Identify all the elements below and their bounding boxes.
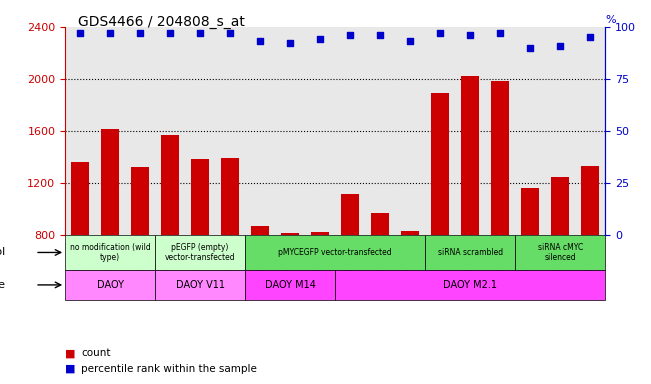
Text: pEGFP (empty)
vector-transfected: pEGFP (empty) vector-transfected	[165, 243, 236, 262]
Point	[315, 36, 326, 42]
Text: pMYCEGFP vector-transfected: pMYCEGFP vector-transfected	[279, 248, 392, 257]
FancyBboxPatch shape	[245, 270, 335, 300]
Bar	[281, 233, 299, 338]
FancyBboxPatch shape	[335, 270, 605, 300]
Bar	[521, 188, 540, 338]
Bar	[251, 225, 270, 338]
Bar	[161, 135, 179, 338]
Point	[555, 43, 566, 49]
Text: siRNA scrambled: siRNA scrambled	[437, 248, 503, 257]
Text: ■: ■	[65, 364, 76, 374]
Point	[585, 34, 596, 40]
Point	[525, 45, 536, 51]
Bar	[432, 93, 449, 338]
Point	[465, 32, 475, 38]
Point	[105, 30, 115, 36]
FancyBboxPatch shape	[65, 235, 155, 270]
Text: ■: ■	[65, 348, 76, 358]
Bar	[492, 81, 509, 338]
Point	[75, 30, 85, 36]
Bar	[581, 166, 600, 338]
Point	[405, 38, 415, 45]
Bar	[191, 159, 209, 338]
Text: DAOY M2.1: DAOY M2.1	[443, 280, 497, 290]
Point	[435, 30, 445, 36]
Bar	[221, 158, 239, 338]
Bar	[462, 76, 479, 338]
FancyBboxPatch shape	[155, 270, 245, 300]
Point	[255, 38, 266, 45]
Text: no modification (wild
type): no modification (wild type)	[70, 243, 150, 262]
Text: protocol: protocol	[0, 247, 5, 257]
Bar	[401, 231, 419, 338]
Text: GDS4466 / 204808_s_at: GDS4466 / 204808_s_at	[78, 15, 245, 29]
Bar	[131, 167, 149, 338]
Bar	[71, 162, 89, 338]
Bar	[371, 212, 389, 338]
Bar	[341, 194, 359, 338]
Point	[285, 40, 296, 46]
Text: DAOY M14: DAOY M14	[265, 280, 316, 290]
Text: percentile rank within the sample: percentile rank within the sample	[81, 364, 257, 374]
Text: cell line: cell line	[0, 280, 5, 290]
FancyBboxPatch shape	[516, 235, 605, 270]
Text: %: %	[605, 15, 616, 25]
Text: count: count	[81, 348, 111, 358]
Point	[495, 30, 506, 36]
Text: DAOY: DAOY	[96, 280, 124, 290]
FancyBboxPatch shape	[425, 235, 516, 270]
Point	[195, 30, 206, 36]
FancyBboxPatch shape	[245, 235, 425, 270]
FancyBboxPatch shape	[65, 270, 155, 300]
Point	[135, 30, 145, 36]
Point	[225, 30, 236, 36]
Text: siRNA cMYC
silenced: siRNA cMYC silenced	[538, 243, 583, 262]
Bar	[101, 129, 119, 338]
Bar	[551, 177, 570, 338]
Point	[375, 32, 385, 38]
Point	[345, 32, 355, 38]
FancyBboxPatch shape	[155, 235, 245, 270]
Point	[165, 30, 175, 36]
Text: DAOY V11: DAOY V11	[176, 280, 225, 290]
Bar	[311, 232, 329, 338]
